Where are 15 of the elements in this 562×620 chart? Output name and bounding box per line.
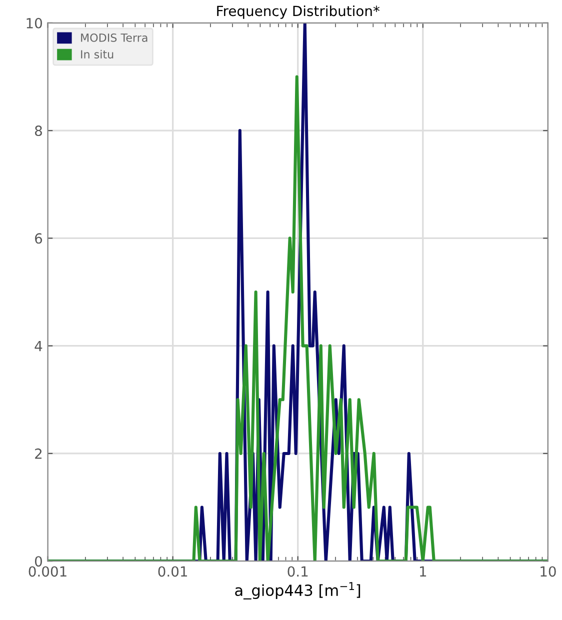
- y-tick-label: 10: [26, 18, 42, 28]
- legend-label: In situ: [81, 50, 114, 59]
- x-tick-label: 0.1: [288, 566, 308, 577]
- x-tick-label: 10: [540, 566, 556, 577]
- x-tick-label: 1: [420, 566, 426, 577]
- legend-label: MODIS Terra: [81, 33, 148, 42]
- y-tick-label: 6: [35, 233, 42, 244]
- y-tick-label: 8: [35, 126, 42, 136]
- x-axis-title: a_giop443 [m$^{−1}$]: [235, 582, 360, 600]
- y-tick-label: 4: [34, 340, 42, 352]
- y-tick-label: 0: [34, 556, 42, 567]
- chart-title: Frequency Distribution*: [217, 5, 380, 19]
- y-tick-label: 2: [35, 448, 42, 459]
- x-tick-label: 0.01: [158, 566, 187, 577]
- x-tick-label: 0.001: [28, 566, 66, 577]
